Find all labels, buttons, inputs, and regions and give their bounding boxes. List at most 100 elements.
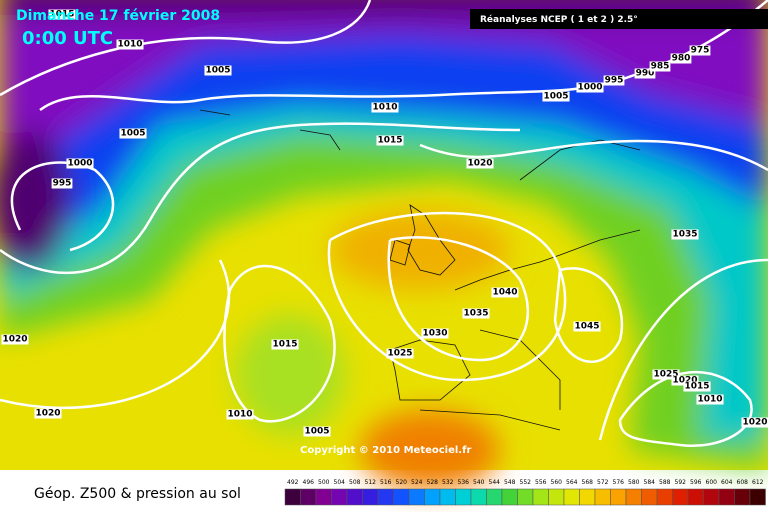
isobar-label: 1015 bbox=[377, 136, 402, 146]
scale-swatch bbox=[517, 488, 534, 506]
scale-label: 560 bbox=[551, 479, 563, 486]
isobar-label-bg bbox=[66, 158, 94, 169]
isobar-label-bg bbox=[671, 229, 699, 240]
scale-swatch bbox=[501, 488, 518, 506]
isobar-label-bg bbox=[376, 135, 404, 146]
scale-label: 556 bbox=[535, 479, 547, 486]
isobars bbox=[0, 0, 768, 448]
scale-swatch bbox=[424, 488, 441, 506]
isobar-label-bg bbox=[204, 65, 232, 76]
scale-label: 548 bbox=[504, 479, 516, 486]
map-title: Dimanche 17 février 2008 bbox=[16, 8, 220, 24]
scale-label: 564 bbox=[566, 479, 578, 486]
scale-label: 540 bbox=[473, 479, 485, 486]
scale-label: 496 bbox=[303, 479, 315, 486]
isobar-label: 1005 bbox=[304, 427, 329, 437]
scale-swatch bbox=[439, 488, 456, 506]
isobar-label-bg bbox=[573, 321, 601, 332]
isobar-label-bg bbox=[226, 409, 254, 420]
isobar-label-bg bbox=[671, 375, 699, 386]
scale-label: 524 bbox=[411, 479, 423, 486]
isobar-label: 1010 bbox=[227, 410, 252, 420]
scale-swatch bbox=[300, 488, 317, 506]
scale-label: 512 bbox=[365, 479, 377, 486]
isobar-label-bg bbox=[491, 287, 519, 298]
isobar-label-bg bbox=[603, 75, 625, 86]
isobar-label: 975 bbox=[691, 46, 710, 56]
isobar-label: 1015 bbox=[684, 382, 709, 392]
scale-swatch bbox=[687, 488, 704, 506]
scale-swatch bbox=[656, 488, 673, 506]
isobar-label: 1005 bbox=[205, 66, 230, 76]
isobar-label-bg bbox=[683, 381, 711, 392]
scale-swatch bbox=[672, 488, 689, 506]
scale-label: 604 bbox=[721, 479, 733, 486]
isobar-label: 1025 bbox=[387, 349, 412, 359]
scale-swatch bbox=[377, 488, 394, 506]
scale-swatch bbox=[532, 488, 549, 506]
isobar-label: 1035 bbox=[463, 309, 488, 319]
isobar-label-bg bbox=[271, 339, 299, 350]
scale-label: 544 bbox=[489, 479, 501, 486]
scale-swatch bbox=[594, 488, 611, 506]
isobar-label: 1040 bbox=[492, 288, 517, 298]
scale-swatch bbox=[470, 488, 487, 506]
isobar-label: 1020 bbox=[467, 159, 492, 169]
scale-label: 608 bbox=[737, 479, 749, 486]
scale-swatch bbox=[703, 488, 720, 506]
isobar-label: 1020 bbox=[2, 335, 27, 345]
isobar-label: 1020 bbox=[672, 376, 697, 386]
isobar-label: 995 bbox=[605, 76, 624, 86]
source-box bbox=[470, 9, 768, 29]
isobar-label: 1045 bbox=[574, 322, 599, 332]
isobar-label: 1025 bbox=[653, 370, 678, 380]
isobar-label-bg bbox=[542, 91, 570, 102]
scale-label: 520 bbox=[396, 479, 408, 486]
scale-label: 568 bbox=[582, 479, 594, 486]
scale-swatch bbox=[393, 488, 410, 506]
isobar-label-bg bbox=[652, 369, 680, 380]
isobar-label-bg bbox=[576, 82, 604, 93]
isobar-label-bg bbox=[116, 39, 144, 50]
scale-swatch bbox=[579, 488, 596, 506]
scale-label: 592 bbox=[675, 479, 687, 486]
copyright: Copyright © 2010 Meteociel.fr bbox=[300, 445, 471, 456]
isobar-label: 990 bbox=[636, 69, 655, 79]
scale-swatch bbox=[734, 488, 751, 506]
isobar-label-bg bbox=[741, 417, 768, 428]
scale-swatch bbox=[486, 488, 503, 506]
isobar-label-bg bbox=[634, 68, 656, 79]
map-time: 0:00 UTC bbox=[22, 28, 113, 49]
scale-swatch bbox=[331, 488, 348, 506]
isobar-label-bg bbox=[34, 408, 62, 419]
scale-label: 500 bbox=[318, 479, 330, 486]
scale-label: 596 bbox=[690, 479, 702, 486]
isobar-label: 1000 bbox=[67, 159, 92, 169]
scale-swatch bbox=[749, 488, 766, 506]
isobar-label-bg bbox=[466, 158, 494, 169]
scale-label: 600 bbox=[706, 479, 718, 486]
isobar-label-bg bbox=[51, 178, 73, 189]
isobar-label: 1005 bbox=[120, 129, 145, 139]
isobar-label: 995 bbox=[53, 179, 72, 189]
scale-swatch bbox=[346, 488, 363, 506]
scale-swatch bbox=[548, 488, 565, 506]
isobar-label-bg bbox=[421, 328, 449, 339]
scale-label: 532 bbox=[442, 479, 454, 486]
scale-swatch bbox=[362, 488, 379, 506]
isobar-label: 1010 bbox=[117, 40, 142, 50]
scale-swatch bbox=[408, 488, 425, 506]
isobar-label: 1000 bbox=[577, 83, 602, 93]
isobar-label: 980 bbox=[672, 54, 691, 64]
scale-label: 612 bbox=[752, 479, 764, 486]
isobar-label-bg bbox=[303, 426, 331, 437]
isobar-label: 1010 bbox=[372, 103, 397, 113]
isobar-label-bg bbox=[48, 9, 76, 20]
isobar-label: 1020 bbox=[35, 409, 60, 419]
isobar-label: 1030 bbox=[422, 329, 447, 339]
isobar-label: 985 bbox=[651, 62, 670, 72]
scale-swatch bbox=[625, 488, 642, 506]
isobar-label: 1020 bbox=[742, 418, 767, 428]
isobar-label-bg bbox=[670, 53, 692, 64]
scale-label: 516 bbox=[380, 479, 392, 486]
